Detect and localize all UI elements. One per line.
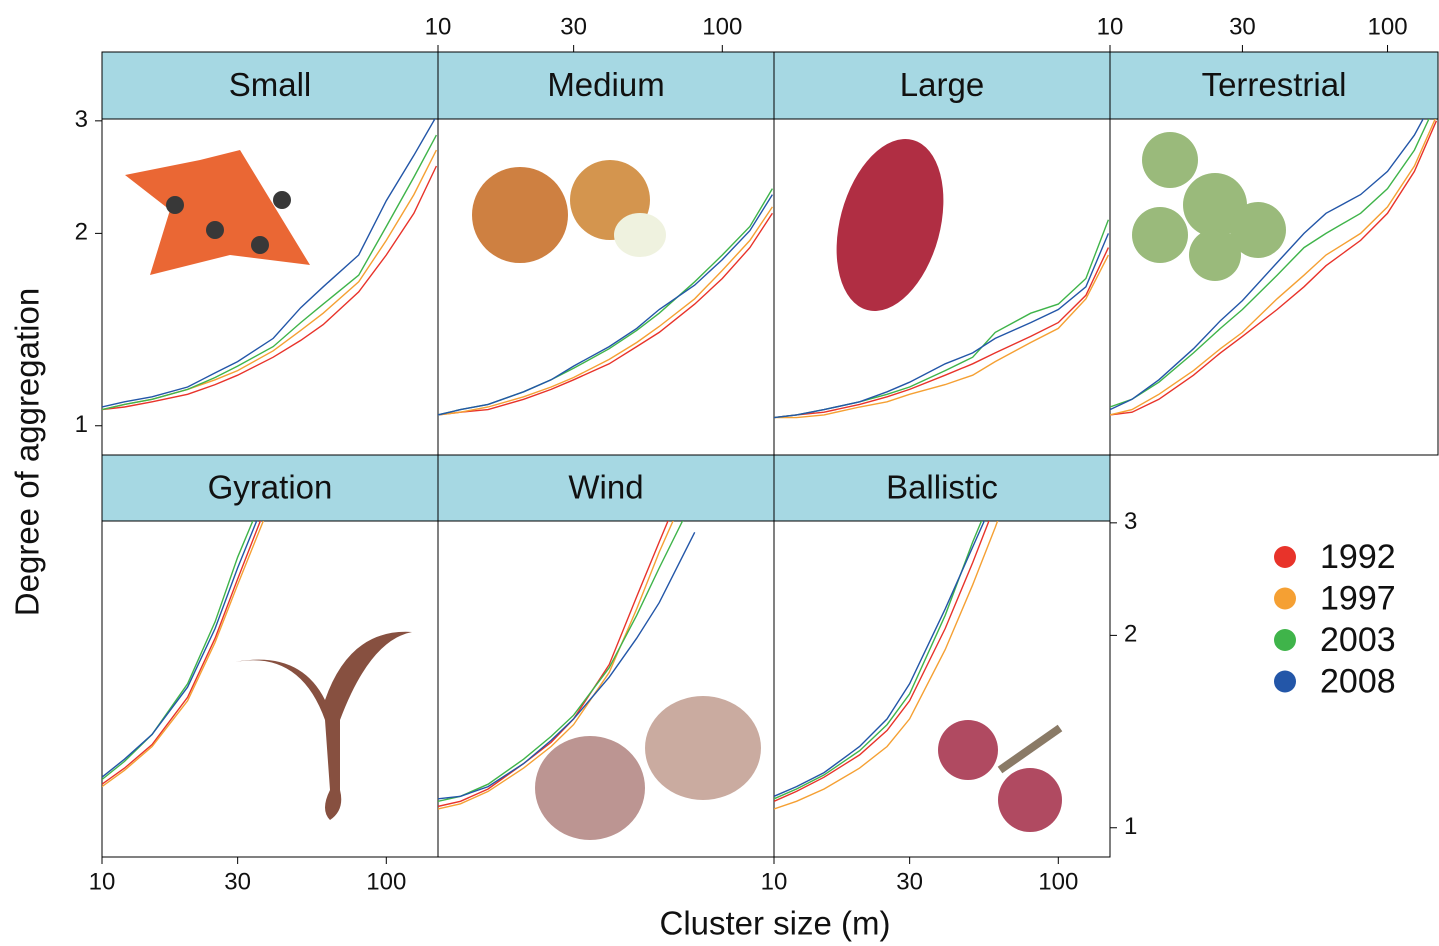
x-tick-label: 30 [1229,13,1256,40]
fruit-ballistic [998,768,1062,832]
x-tick-label: 10 [1097,13,1124,40]
y-tick-label: 2 [1124,621,1137,648]
series-line [102,480,273,777]
legend-label: 1997 [1320,579,1396,617]
fruit-ballistic [938,720,998,780]
panel-border [102,119,438,455]
y-tick-label: 3 [75,106,88,133]
legend-label: 2003 [1320,621,1396,659]
series-line [774,233,1108,417]
fruit-large [819,127,961,323]
series-line [774,248,1108,418]
x-tick-label: 100 [1038,868,1078,895]
panel-border [774,119,1110,455]
series-line [774,220,1108,418]
panel-border [102,521,438,857]
legend-marker [1274,629,1296,651]
x-tick-label: 30 [560,13,587,40]
series-group [102,116,436,409]
fruit-wind [645,696,761,800]
legend-marker [1274,588,1296,610]
strip-title: Large [900,66,984,103]
fruit-terrestrial [1142,132,1198,188]
fruit-small [125,150,310,275]
seed [166,196,184,214]
strip-title: Ballistic [886,469,998,506]
x-tick-label: 30 [224,868,251,895]
x-tick-label: 10 [89,868,116,895]
x-tick-label: 100 [702,13,742,40]
legend-marker [1274,671,1296,693]
series-line [102,116,436,407]
x-tick-label: 100 [366,868,406,895]
strip-title: Medium [547,66,664,103]
x-tick-label: 10 [425,13,452,40]
series-line [774,255,1108,418]
series-line [102,496,273,786]
fruit-gyration [235,632,412,820]
figure: Cluster size (m) Degree of aggregation S… [0,0,1439,946]
strip-title: Wind [568,469,643,506]
fruit-medium-flesh [614,213,666,257]
seed [206,221,224,239]
fruit-terrestrial [1132,207,1188,263]
y-axis-label: Degree of aggregation [9,288,46,616]
legend-label: 2008 [1320,662,1396,700]
y-tick-label: 2 [75,219,88,246]
strip-title: Terrestrial [1202,66,1347,103]
legend-marker [1274,546,1296,568]
fruit-stem [1000,728,1060,770]
x-axis-label: Cluster size (m) [659,905,890,942]
y-tick-label: 3 [1124,508,1137,535]
fruit-terrestrial [1189,229,1241,281]
x-tick-label: 30 [896,868,923,895]
strip-title: Small [229,66,312,103]
seed [273,191,291,209]
x-tick-label: 10 [761,868,788,895]
y-tick-label: 1 [1124,813,1137,840]
legend-label: 1992 [1320,538,1396,576]
strip-title: Gyration [208,469,333,506]
fruit-wind [535,736,645,840]
y-tick-label: 1 [75,411,88,438]
series-group [774,220,1108,418]
fruit-medium [472,167,568,263]
x-tick-label: 100 [1368,13,1408,40]
seed [251,236,269,254]
